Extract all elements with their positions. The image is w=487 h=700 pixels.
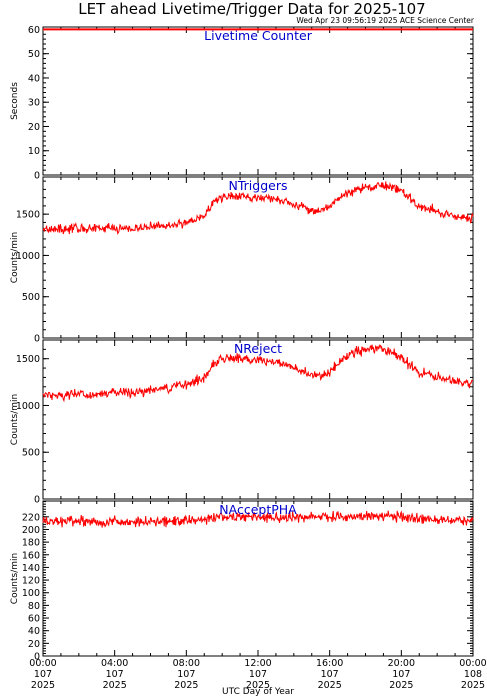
x-tick-label: 2025 [246,680,270,691]
x-tick-label: 108 [464,669,482,680]
panel-1: 0 10 20 30 40 50 60 Seconds Livetime Counter [10,25,474,182]
y-axis-title: Counts/min [10,553,20,604]
x-tick-label: 12:00 [244,658,271,669]
x-tick-label: 2025 [174,680,198,691]
x-tick-label: 16:00 [316,658,343,669]
x-axis-title: UTC Day of Year [222,687,294,697]
x-tick-label: 20:00 [388,658,415,669]
x-tick-label: 00:00 [29,658,56,669]
y-tick-label: 0 [34,652,40,663]
y-axis-title: Seconds [10,82,20,120]
figure-title: LET ahead Livetime/Trigger Data for 2025… [78,0,425,18]
y-tick-label: 40 [28,73,40,84]
y-tick-label: 50 [28,49,40,60]
y-tick-label: 1500 [16,354,40,365]
plot-frame [42,26,474,176]
x-tick-label: 107 [177,669,195,680]
y-tick-label: 220 [22,512,40,523]
y-tick-label: 30 [28,98,40,109]
plot-frame [42,176,474,339]
y-tick-label: 200 [22,525,40,536]
panel-label: NReject [234,341,282,356]
y-tick-label: 180 [22,538,40,549]
panels: 0 10 20 30 40 50 60 Seconds Livetime Counter 0 500… [10,25,487,691]
panel-2: 0 500 1000 1500 Counts/min NTriggers [10,176,474,345]
y-tick-label: 0 [34,495,40,506]
y-tick-label: 140 [22,563,40,574]
x-tick-label: 2025 [31,680,55,691]
y-tick-label: 0 [34,171,40,182]
y-tick-label: 160 [22,550,40,561]
x-tick-label: 107 [34,669,52,680]
y-tick-label: 1500 [16,210,40,221]
x-tick-label: 00:00 [459,658,486,669]
plot-frame [42,500,474,657]
x-tick-label: 2025 [318,680,342,691]
x-tick-label: 2025 [103,680,127,691]
y-tick-label: 60 [28,25,40,36]
y-tick-label: 20 [28,122,40,133]
panel-label: NTriggers [229,178,288,193]
y-tick-label: 0 [34,334,40,345]
x-tick-label: 107 [106,669,124,680]
y-tick-label: 1000 [16,251,40,262]
y-tick-label: 1000 [16,401,40,412]
y-tick-label: 100 [22,588,40,599]
y-tick-label: 10 [28,146,40,157]
timestamp-label: Wed Apr 23 09:56:19 2025 ACE Science Cen… [296,16,475,25]
panel-label: Livetime Counter [204,28,313,43]
y-tick-label: 120 [22,576,40,587]
series-line [42,510,474,528]
x-tick-label: 107 [321,669,339,680]
series-line [42,344,474,403]
series-line [42,181,474,235]
y-axis-title: Counts/min [10,232,20,283]
y-axis-title: Counts/min [10,394,20,445]
x-tick-label: 2025 [389,680,413,691]
y-tick-label: 80 [28,601,40,612]
y-tick-label: 500 [22,448,40,459]
x-tick-label: 08:00 [173,658,200,669]
y-tick-label: 60 [28,614,40,625]
y-tick-label: 20 [28,639,40,650]
panel-label: NAcceptPHA [219,502,297,517]
panel-3: 0 500 1000 1500 Counts/min NReject [10,339,474,506]
y-tick-label: 500 [22,292,40,303]
x-tick-label: 04:00 [101,658,128,669]
y-tick-label: 40 [28,626,40,637]
x-tick-label: 107 [249,669,267,680]
x-tick-label: 107 [392,669,410,680]
x-tick-label: 2025 [461,680,485,691]
